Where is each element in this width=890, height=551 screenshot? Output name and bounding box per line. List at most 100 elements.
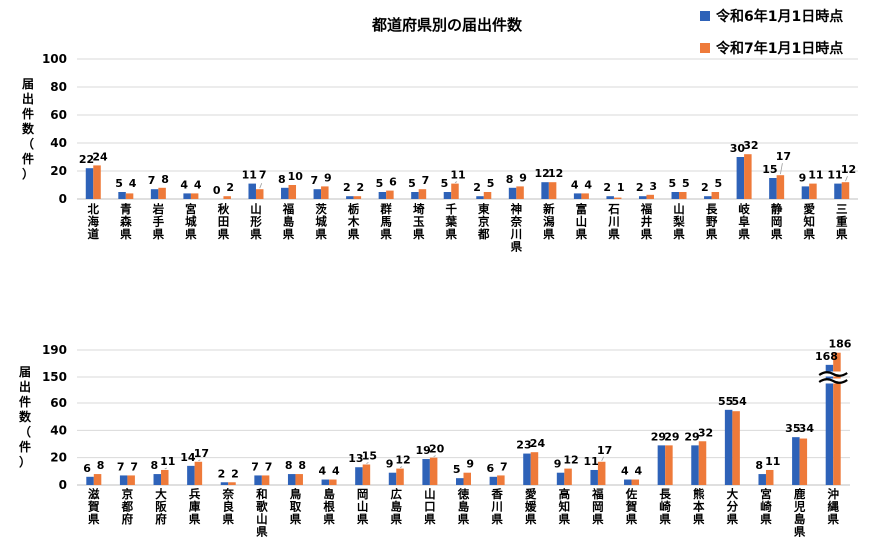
x-category-label: 茨城県: [315, 202, 327, 241]
data-label-s2: 7: [130, 460, 138, 473]
data-label-s2: 186: [828, 338, 851, 351]
x-category-label: 福岡県: [591, 487, 604, 526]
bar-s1: [556, 472, 565, 485]
data-label-s1: 7: [148, 174, 156, 187]
x-category-label: 香川県: [490, 487, 503, 526]
bar-s2: [295, 474, 303, 485]
x-category-label: 秋田県: [218, 202, 230, 241]
data-label-s1: 4: [571, 178, 579, 191]
bar-s2: [194, 461, 203, 485]
data-label-s1: 19: [415, 444, 430, 457]
bar-s2: [161, 469, 169, 485]
bar-s1: [792, 437, 800, 485]
data-label-s2: 5: [487, 177, 495, 190]
data-label-s2: 4: [194, 178, 202, 191]
data-label-s1: 35: [785, 422, 800, 435]
data-label-s1: 11: [827, 169, 842, 182]
bar-s2: [516, 186, 524, 199]
y-tick-label: 190: [42, 343, 67, 357]
data-label-s2: 12: [548, 167, 563, 180]
bar-s2: [223, 196, 231, 199]
data-label-s2: 9: [466, 458, 474, 471]
data-label-s1: 6: [487, 462, 495, 475]
data-label-s2: 8: [161, 173, 169, 186]
data-label-s1: 23: [516, 439, 531, 452]
data-label-s2: 54: [731, 395, 747, 408]
data-label-s1: 5: [115, 177, 123, 190]
data-label-s2: 7: [422, 174, 430, 187]
bar-s2: [581, 193, 589, 199]
data-label-s2: 4: [634, 465, 642, 478]
data-label-s1: 2: [343, 181, 351, 194]
y-tick-label: 20: [50, 451, 67, 465]
bar-s1: [573, 193, 582, 199]
bar-s1: [153, 474, 162, 485]
x-category-label: 大分県: [727, 487, 739, 526]
data-label-s2: 9: [324, 171, 332, 184]
bar-s1: [443, 192, 452, 199]
data-label-s1: 29: [651, 430, 666, 443]
x-category-label: 福島県: [282, 202, 295, 241]
data-label-s1: 6: [83, 462, 91, 475]
label-leader-line: [601, 456, 605, 461]
x-category-label: 佐賀県: [625, 487, 638, 526]
x-category-label: 大阪府: [155, 487, 167, 526]
bar-s1: [671, 192, 680, 199]
x-category-label: 岡山県: [357, 487, 369, 526]
axis-break-mark: [818, 371, 848, 384]
x-category-label: 千葉県: [444, 202, 457, 241]
data-label-s2: 1: [617, 181, 625, 194]
bar-s1: [119, 475, 128, 485]
x-category-label: 岩手県: [152, 202, 165, 241]
x-category-label: 神奈川県: [510, 202, 523, 254]
x-category-label: 東京都: [477, 202, 490, 241]
data-label-s1: 2: [218, 467, 226, 480]
bar-s2: [329, 479, 337, 485]
x-category-label: 兵庫県: [189, 487, 201, 526]
x-category-label: 青森県: [120, 202, 132, 241]
bar-s2: [833, 352, 841, 485]
data-label-s2: 17: [194, 447, 209, 460]
bar-s2: [841, 182, 850, 199]
data-label-s2: 3: [649, 180, 657, 193]
bar-s2: [93, 474, 102, 485]
x-category-label: 長野県: [706, 202, 718, 241]
data-label-s1: 168: [815, 350, 838, 363]
bar-s2: [765, 469, 774, 485]
data-label-s1: 5: [441, 177, 449, 190]
bar-s2: [190, 193, 199, 199]
x-category-label: 鳥取県: [290, 487, 302, 526]
label-leader-line: [454, 181, 458, 183]
data-label-s2: 11: [160, 455, 175, 468]
bar-s2: [483, 192, 492, 199]
bar-s1: [801, 186, 810, 199]
bar-s2: [127, 475, 135, 485]
data-label-s1: 8: [150, 459, 158, 472]
x-category-label: 奈良県: [221, 487, 234, 526]
x-category-label: 山口県: [424, 487, 436, 526]
data-label-s1: 4: [621, 465, 629, 478]
label-leader-line: [198, 459, 201, 462]
data-label-s1: 7: [117, 460, 125, 473]
bar-s1: [541, 182, 549, 199]
bar-s1: [508, 187, 517, 199]
bar-s1: [388, 472, 397, 485]
bar-s2: [530, 452, 539, 485]
label-leader-line: [433, 455, 436, 458]
x-category-label: 山梨県: [672, 202, 685, 241]
data-label-s1: 55: [718, 395, 733, 408]
x-category-label: 愛知県: [802, 202, 815, 241]
y-tick-label: 20: [50, 164, 67, 178]
data-label-s2: 7: [259, 169, 267, 182]
bar-s1: [456, 478, 464, 485]
bar-s1: [86, 476, 94, 485]
bar-s2: [255, 189, 264, 199]
bar-s1: [254, 475, 262, 485]
bar-s2: [93, 165, 101, 199]
data-label-s1: 5: [376, 177, 384, 190]
y-tick-label: 40: [50, 423, 67, 437]
data-label-s2: 17: [776, 150, 791, 163]
bar-s1: [378, 192, 387, 199]
